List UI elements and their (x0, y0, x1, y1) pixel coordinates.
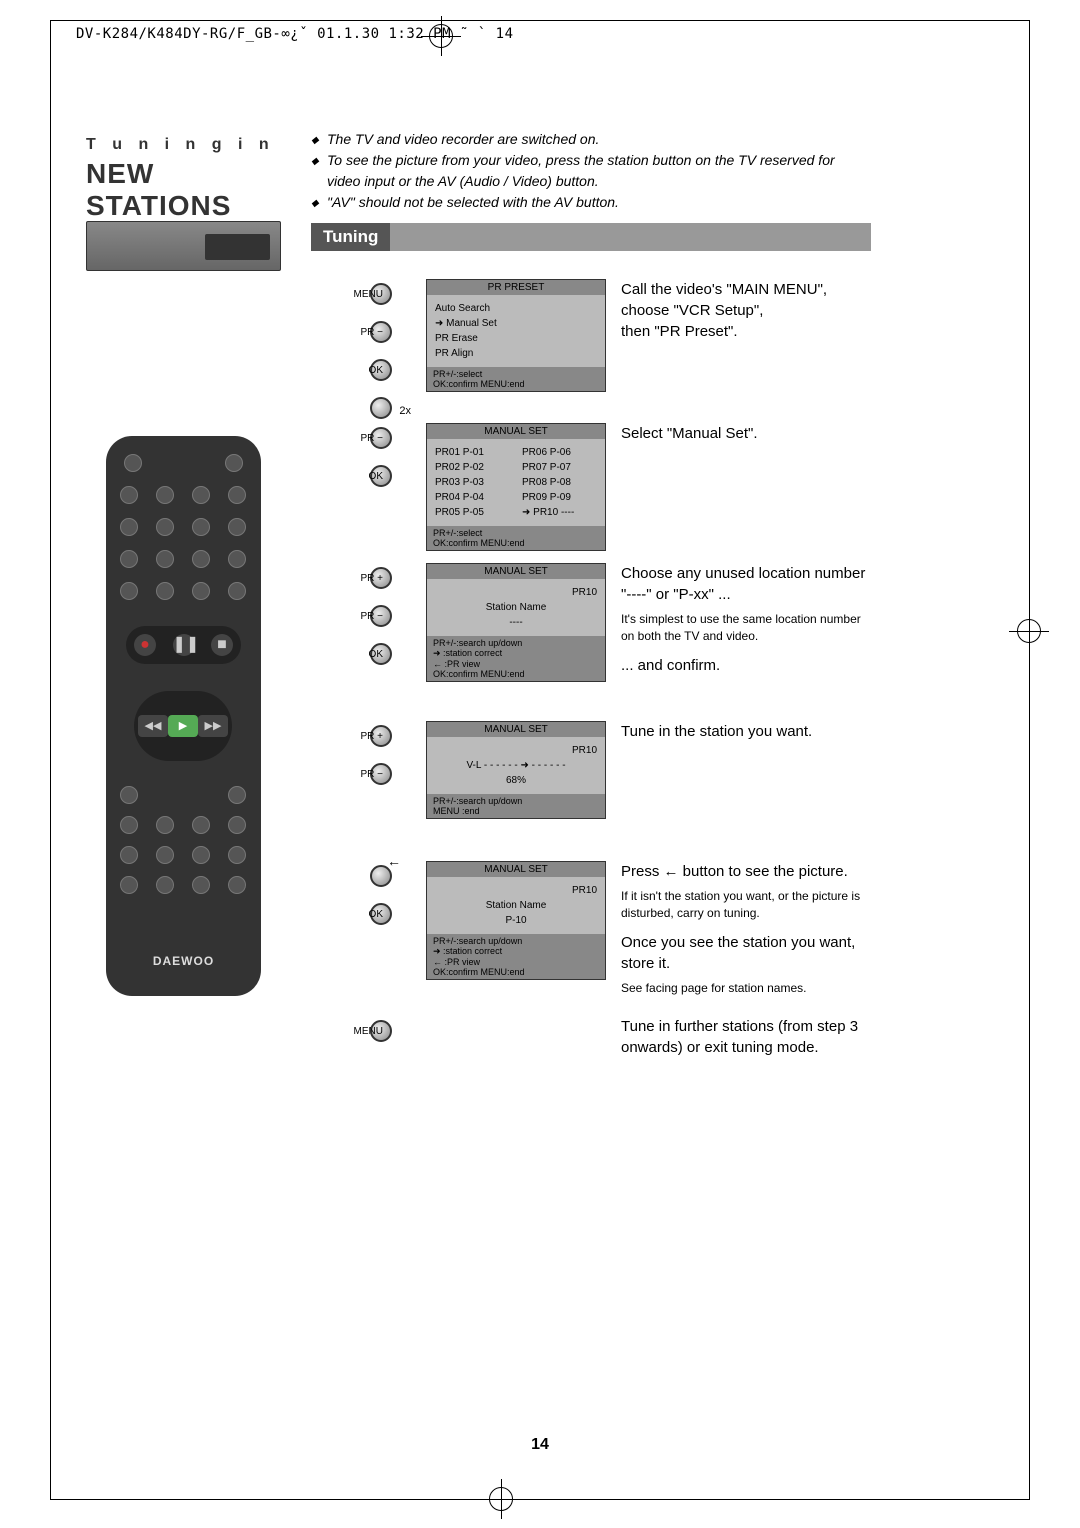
section-label: Tuning (311, 223, 390, 251)
remote-illustration: ● ❚❚ ■ ◀◀ ▶ ▶▶ DAEWOO (106, 436, 261, 996)
page-number: 14 (51, 1436, 1029, 1454)
osd-title: MANUAL SET (427, 424, 605, 439)
osd-title: MANUAL SET (427, 862, 605, 877)
step-instruction: Call the video's "MAIN MENU", choose "VC… (621, 279, 871, 342)
button-label: PR − (353, 433, 383, 444)
button-label: OK (353, 649, 383, 660)
button-label: PR + (353, 573, 383, 584)
button-label: PR + (353, 731, 383, 742)
vcr-illustration (86, 221, 281, 271)
osd-body: PR01 P-01PR02 P-02PR03 P-03PR04 P-04PR05… (427, 439, 605, 526)
registration-mark (481, 1479, 521, 1519)
page-title-block: T u n i n g i n NEW STATIONS (86, 136, 281, 222)
note-item: "AV" should not be selected with the AV … (311, 192, 871, 213)
osd-body: PR10Station Name---- (427, 579, 605, 636)
button-label: OK (353, 471, 383, 482)
step-instruction: Choose any unused location number "----"… (621, 563, 871, 676)
osd-body: PR10V-L - - - - - - ➜ - - - - - -68% (427, 737, 605, 794)
osd-screen: MANUAL SETPR10Station Name----PR+/-:sear… (426, 563, 606, 682)
remote-brand: DAEWOO (106, 954, 261, 968)
osd-footer: PR+/-:search up/down➜ :station correct← … (427, 636, 605, 681)
button-label: OK (353, 365, 383, 376)
osd-screen: MANUAL SETPR10V-L - - - - - - ➜ - - - - … (426, 721, 606, 819)
step-instruction: Tune in further stations (from step 3 on… (621, 1016, 871, 1058)
section-heading: Tuning (311, 223, 871, 251)
osd-screen: MANUAL SETPR10Station NameP-10PR+/-:sear… (426, 861, 606, 980)
button-label: PR − (353, 769, 383, 780)
button-label: OK (353, 909, 383, 920)
step-instruction: Tune in the station you want. (621, 721, 871, 742)
osd-footer: PR+/-:selectOK:confirm MENU:end (427, 367, 605, 391)
osd-screen: PR PRESETAuto Search➜ Manual SetPR Erase… (426, 279, 606, 392)
registration-mark (421, 16, 461, 56)
registration-mark (1009, 611, 1049, 651)
button-label: MENU (353, 1026, 383, 1037)
osd-title: MANUAL SET (427, 564, 605, 579)
osd-body: Auto Search➜ Manual SetPR ErasePR Align (427, 295, 605, 367)
button-label: PR − (353, 327, 383, 338)
osd-body: PR10Station NameP-10 (427, 877, 605, 934)
osd-footer: PR+/-:search up/down➜ :station correct← … (427, 934, 605, 979)
osd-footer: PR+/-:selectOK:confirm MENU:end (427, 526, 605, 550)
notes-list: The TV and video recorder are switched o… (311, 129, 871, 213)
step-instruction: Press ← button to see the picture.If it … (621, 861, 871, 996)
button-label: PR − (353, 611, 383, 622)
step-instruction: Select "Manual Set". (621, 423, 871, 444)
note-item: To see the picture from your video, pres… (311, 150, 871, 192)
remote-button-icon (370, 397, 392, 419)
osd-title: MANUAL SET (427, 722, 605, 737)
button-label: MENU (353, 289, 383, 300)
note-item: The TV and video recorder are switched o… (311, 129, 871, 150)
page-title: NEW STATIONS (86, 158, 281, 222)
title-overline: T u n i n g i n (86, 136, 281, 154)
osd-title: PR PRESET (427, 280, 605, 295)
osd-screen: MANUAL SETPR01 P-01PR02 P-02PR03 P-03PR0… (426, 423, 606, 551)
osd-footer: PR+/-:search up/downMENU :end (427, 794, 605, 818)
